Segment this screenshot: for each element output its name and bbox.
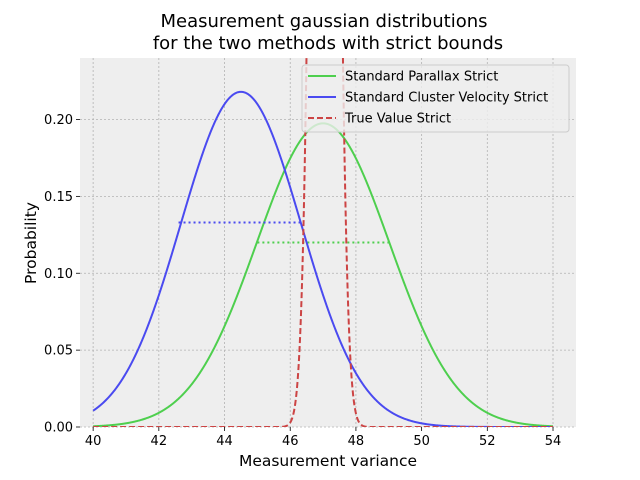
- x-tick-label: 42: [151, 434, 168, 449]
- y-axis: 0.00 0.05 0.10 0.15 0.20: [44, 113, 80, 436]
- y-tick-label: 0.05: [44, 344, 73, 359]
- legend-label-0: Standard Parallax Strict: [345, 70, 498, 85]
- legend: Standard Parallax Strict Standard Cluster…: [301, 64, 570, 133]
- x-tick-label: 54: [545, 434, 562, 449]
- legend-label-2: True Value Strict: [344, 112, 451, 127]
- x-tick-label: 40: [85, 434, 102, 449]
- series-line-1: [92, 90, 554, 427]
- chart-title-line-2: for the two methods with strict bounds: [153, 33, 503, 54]
- y-tick-label: 0.00: [44, 421, 73, 436]
- legend-label-1: Standard Cluster Velocity Strict: [345, 91, 548, 106]
- x-tick-label: 52: [479, 434, 496, 449]
- x-tick-label: 44: [216, 434, 233, 449]
- x-axis: 40 42 44 46 48 50 52 54: [85, 427, 561, 449]
- x-tick-label: 48: [348, 434, 365, 449]
- x-tick-label: 46: [282, 434, 299, 449]
- x-tick-label: 50: [413, 434, 430, 449]
- chart-title-line-1: Measurement gaussian distributions: [160, 11, 487, 32]
- x-axis-label: Measurement variance: [239, 452, 417, 470]
- y-tick-label: 0.10: [44, 267, 73, 282]
- y-tick-label: 0.15: [44, 190, 73, 205]
- y-tick-label: 0.20: [44, 113, 73, 128]
- legend-box: [301, 64, 570, 133]
- y-axis-label: Probability: [22, 202, 40, 284]
